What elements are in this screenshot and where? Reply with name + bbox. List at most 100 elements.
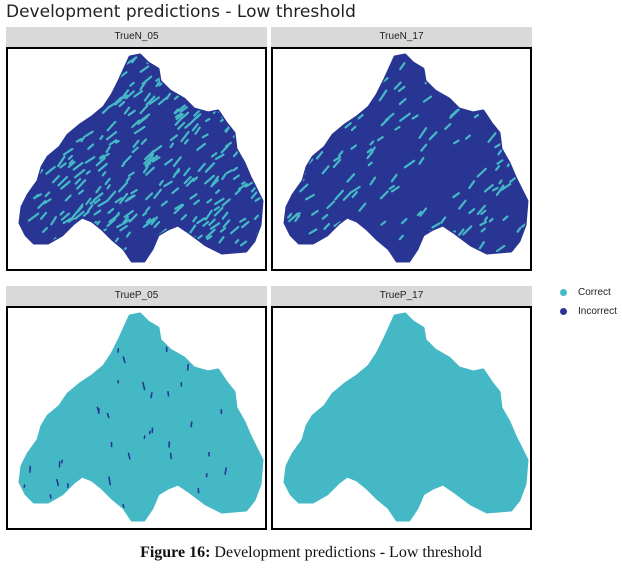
speckle-correct (91, 55, 102, 66)
speckle-correct (44, 191, 51, 198)
speckle-correct (75, 137, 83, 143)
region-shape-correct (18, 312, 264, 522)
speckle-correct (332, 158, 342, 169)
speckle-correct (444, 65, 452, 75)
speckle-correct (39, 97, 45, 103)
speckle-incorrect (224, 467, 227, 475)
facet-panel-truen-05: TrueN_05 (6, 27, 267, 271)
speckle-correct (243, 140, 251, 149)
speckle-correct (323, 223, 331, 230)
speckle-correct (89, 199, 96, 205)
speckle-correct (483, 184, 494, 193)
region-shape-incorrect (283, 53, 529, 263)
speckle-correct (172, 156, 182, 168)
speckle-correct (214, 197, 225, 206)
speckle-correct (140, 113, 151, 122)
speckle-correct (496, 58, 506, 68)
speckle-correct (114, 96, 124, 106)
legend-key-incorrect (560, 308, 567, 315)
legend-label: Incorrect (578, 306, 617, 317)
speckle-correct (211, 152, 218, 158)
speckle-correct (180, 214, 188, 221)
speckle-correct (70, 108, 78, 118)
facet-strip-label: TrueP_05 (6, 286, 267, 306)
speckle-correct (181, 63, 190, 72)
speckle-correct (362, 85, 371, 96)
speckle-correct (80, 135, 86, 143)
speckle-correct (158, 179, 164, 186)
speckle-correct (358, 202, 367, 212)
speckle-correct (194, 126, 201, 135)
speckle-correct (253, 214, 259, 220)
speckle-incorrect (96, 406, 100, 414)
speckle-incorrect (32, 377, 35, 387)
facet-strip-label: TrueP_17 (271, 286, 532, 306)
speckle-correct (118, 100, 126, 108)
speckle-correct (173, 204, 185, 215)
speckle-correct (334, 189, 345, 201)
speckle-correct (73, 168, 86, 179)
speckle-correct (30, 141, 38, 150)
speckle-correct (111, 58, 119, 64)
speckle-correct (145, 192, 154, 201)
speckle-correct (96, 61, 106, 68)
speckle-correct (30, 163, 37, 170)
speckle-correct (145, 206, 151, 213)
speckle-correct (222, 60, 231, 70)
speckle-correct (47, 123, 55, 130)
speckle-correct (232, 166, 239, 172)
speckle-correct (225, 169, 233, 175)
speckle-correct (206, 198, 213, 204)
speckle-correct (183, 138, 189, 145)
speckle-correct (483, 61, 491, 72)
speckle-correct (171, 227, 180, 236)
speckle-correct (61, 100, 71, 108)
speckle-correct (92, 104, 100, 111)
speckle-correct (516, 71, 527, 79)
speckle-correct (418, 156, 425, 165)
speckle-correct (319, 68, 328, 76)
speckle-correct (216, 85, 224, 91)
speckle-correct (372, 63, 381, 72)
map-plot-area (6, 306, 267, 530)
speckle-correct (182, 60, 194, 71)
speckle-correct (124, 194, 136, 203)
speckle-correct (25, 78, 34, 90)
speckle-correct (243, 128, 252, 135)
speckle-correct (58, 239, 66, 245)
speckle-incorrect (142, 381, 146, 391)
speckle-correct (145, 95, 156, 106)
speckle-correct (42, 198, 52, 205)
speckle-correct (491, 186, 499, 192)
speckle-correct (366, 148, 373, 154)
speckle-correct (133, 125, 146, 135)
speckle-correct (208, 218, 216, 226)
speckle-correct (318, 75, 327, 83)
speckle-correct (107, 65, 117, 77)
speckle-correct (483, 216, 489, 222)
legend: Correct Incorrect (560, 283, 617, 321)
speckle-correct (450, 88, 457, 93)
speckle-correct (425, 66, 433, 75)
speckle-correct (139, 65, 150, 73)
speckle-correct (68, 238, 78, 248)
speckle-correct (478, 241, 485, 250)
region-map (283, 312, 529, 522)
speckle-correct (242, 55, 252, 63)
speckle-correct (106, 120, 117, 132)
speckle-correct (63, 85, 71, 93)
speckle-correct (76, 101, 85, 111)
speckle-correct (132, 139, 140, 148)
speckle-correct (213, 206, 220, 211)
speckle-correct (174, 116, 184, 126)
figure-title: Development predictions - Low threshold (6, 2, 356, 22)
speckle-correct (72, 71, 78, 77)
region-map (18, 312, 264, 522)
speckle-correct (350, 125, 357, 132)
prediction-speckles (23, 321, 253, 520)
speckle-correct (500, 183, 512, 192)
speckle-correct (188, 224, 197, 236)
speckle-correct (508, 136, 516, 146)
speckle-correct (350, 144, 358, 150)
map-plot-area (271, 47, 532, 271)
